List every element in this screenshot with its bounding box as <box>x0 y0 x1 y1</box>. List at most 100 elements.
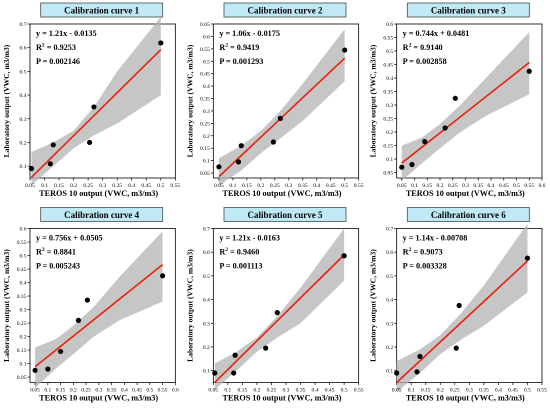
y-tick-label: 0.2 <box>20 335 27 341</box>
y-axis-label: Laboratory output (VWC, m3/m3) <box>2 249 11 362</box>
y-tick-label: 0.1 <box>20 164 27 170</box>
x-axis-label: TEROS 10 output (VWC, m3/m3) <box>39 394 158 403</box>
x-tick-label: 0.45 <box>132 388 142 394</box>
y-tick-label: 0.15 <box>200 146 210 152</box>
x-tick-label: 0.15 <box>54 183 64 189</box>
x-axis-label: TEROS 10 output (VWC, m3/m3) <box>223 189 342 198</box>
x-tick-label: 0.3 <box>99 183 106 189</box>
data-point <box>238 143 244 149</box>
data-point <box>399 164 405 170</box>
x-tick-label: 0.4 <box>313 183 320 189</box>
chart-panel-4: 0.05 0.1 0.15 0.2 0.25 0.3 0.35 0.4 0.45 0.5 0.55 0… <box>2 207 179 403</box>
chart-panel-5: 0.05 0.1 0.15 0.2 0.25 0.3 0.35 0.4 0.45 0.5 0.55 0… <box>185 207 364 403</box>
x-tick-label: 0.25 <box>450 388 460 394</box>
y-tick-label: 0.5 <box>20 254 27 260</box>
y-tick-label: 0.3 <box>386 321 393 327</box>
x-tick-label: 0.05 <box>208 388 218 394</box>
x-tick-label: 0.35 <box>107 388 117 394</box>
data-point <box>84 297 90 303</box>
data-point <box>263 345 269 351</box>
x-tick-label: 0.5 <box>157 183 164 189</box>
x-tick-label: 0.05 <box>25 183 35 189</box>
data-point <box>442 125 448 131</box>
data-point <box>526 68 532 74</box>
x-axis-label: TEROS 10 output (VWC, m3/m3) <box>406 394 525 403</box>
data-point <box>28 165 35 172</box>
x-tick-label: 0.2 <box>257 183 264 189</box>
p-value-annotation: P = 0.003328 <box>403 262 447 271</box>
data-point <box>414 369 420 375</box>
y-tick-label: 0.1 <box>386 157 393 163</box>
r-squared-annotation: R2 = 0.9419 <box>219 43 259 53</box>
y-tick-label: 0.2 <box>20 140 27 146</box>
data-point <box>417 353 423 360</box>
data-point <box>45 366 51 372</box>
y-tick-label: 0.1 <box>386 369 393 375</box>
x-tick-label: 0.1 <box>224 388 231 394</box>
confidence-band <box>401 32 530 181</box>
y-tick-label: 0.2 <box>386 345 393 351</box>
x-tick-label: 0.1 <box>411 183 418 189</box>
equation-annotation: y = 1.06x - 0.0175 <box>219 29 280 38</box>
y-tick-label: 0.5 <box>203 59 210 65</box>
chart-title: Calibration curve 1 <box>64 6 139 16</box>
chart-panel-1: 0.05 0.1 0.15 0.2 0.25 0.3 0.35 0.4 0.45 0.5 0.55 0… <box>2 2 180 198</box>
y-tick-label: 0.1 <box>20 362 27 368</box>
y-axis-label: Laboratory output (VWC, m3/m3) <box>2 44 11 157</box>
x-tick-label: 0.5 <box>341 183 348 189</box>
data-point <box>159 273 166 279</box>
x-tick-label: 0.4 <box>487 183 494 189</box>
x-tick-label: 0.2 <box>437 183 444 189</box>
x-tick-label: 0.15 <box>56 388 66 394</box>
x-tick-label: 0.45 <box>326 183 336 189</box>
y-tick-label: 0.55 <box>200 47 210 53</box>
data-point <box>231 370 237 376</box>
y-tick-label: 0.35 <box>200 97 210 103</box>
data-point <box>409 161 415 168</box>
y-tick-label: 0.6 <box>386 22 393 28</box>
equation-annotation: y = 0.756x + 0.0505 <box>36 234 103 243</box>
x-tick-label: 0.4 <box>495 388 502 394</box>
y-tick-label: 0.4 <box>203 298 210 304</box>
y-tick-label: 0.45 <box>17 267 27 273</box>
data-point <box>75 317 82 323</box>
x-tick-label: 0.5 <box>513 183 520 189</box>
y-tick-label: 0.25 <box>383 117 393 123</box>
r-squared-annotation: R2 = 0.9140 <box>403 43 443 53</box>
y-tick-label: 0.4 <box>386 76 393 82</box>
data-point <box>86 139 93 146</box>
data-point <box>32 367 38 373</box>
data-point <box>524 255 531 261</box>
x-tick-label: 0.2 <box>253 388 260 394</box>
regression-line <box>34 263 164 368</box>
y-tick-label: 0.5 <box>203 274 210 280</box>
data-point <box>270 139 277 145</box>
y-tick-label: 0.5 <box>20 69 27 75</box>
x-tick-label: 0.2 <box>437 388 444 394</box>
data-point <box>277 115 284 121</box>
x-tick-label: 0.4 <box>312 388 319 394</box>
x-tick-label: 0.25 <box>83 183 93 189</box>
y-tick-label: 0.6 <box>203 250 210 256</box>
chart-title-box <box>40 2 164 18</box>
r-squared-annotation: R2 = 0.9073 <box>403 247 443 257</box>
x-tick-label: 0.35 <box>479 388 489 394</box>
r-squared-annotation: R2 = 0.8841 <box>36 247 76 257</box>
x-tick-label: 0.25 <box>270 183 280 189</box>
confidence-band <box>35 231 163 388</box>
chart-title: Calibration curve 5 <box>247 210 322 220</box>
y-tick-label: 0.6 <box>386 250 393 256</box>
x-tick-label: 0.55 <box>354 183 364 189</box>
y-tick-label: 0.7 <box>20 22 27 28</box>
y-tick-label: 0.1 <box>203 159 210 165</box>
x-tick-label: 0.3 <box>95 388 102 394</box>
y-tick-label: 0.25 <box>200 121 210 127</box>
x-tick-label: 0.6 <box>172 388 179 394</box>
x-tick-label: 0.35 <box>296 388 306 394</box>
chart-title-box <box>223 207 347 222</box>
y-tick-label: 0.2 <box>203 345 210 351</box>
y-tick-label: 0.6 <box>20 46 27 52</box>
x-tick-label: 0.15 <box>421 388 431 394</box>
